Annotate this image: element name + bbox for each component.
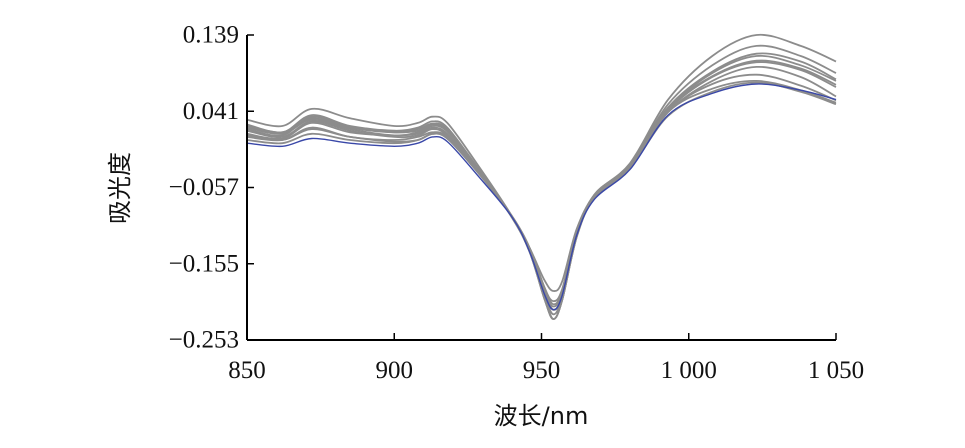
x-tick-label: 900 [376,357,414,384]
y-tick-label: 0.041 [183,98,239,125]
y-tick-label: −0.057 [169,174,239,201]
spectrum-line [246,33,837,311]
y-tick-label: −0.155 [169,250,239,277]
x-tick-label: 1 050 [808,357,864,384]
spectrum-line-highlight [246,83,837,311]
series-layer [246,33,837,320]
y-tick-label: 0.139 [183,22,239,49]
y-tick-label: −0.253 [169,327,239,354]
y-axis-title: 吸光度 [106,152,134,224]
x-axis-title: 波长/nm [494,402,589,430]
spectrum-line [246,73,837,308]
spectrum-line [246,59,837,306]
ticks-layer: 850 900 950 1 000 1 050 0.139 0.041 −0.057 −0.15… [169,22,864,385]
x-tick-label: 1 000 [661,357,717,384]
x-tick-label: 850 [228,357,266,384]
spectrum-line [246,79,837,303]
x-tick-label: 950 [523,357,561,384]
